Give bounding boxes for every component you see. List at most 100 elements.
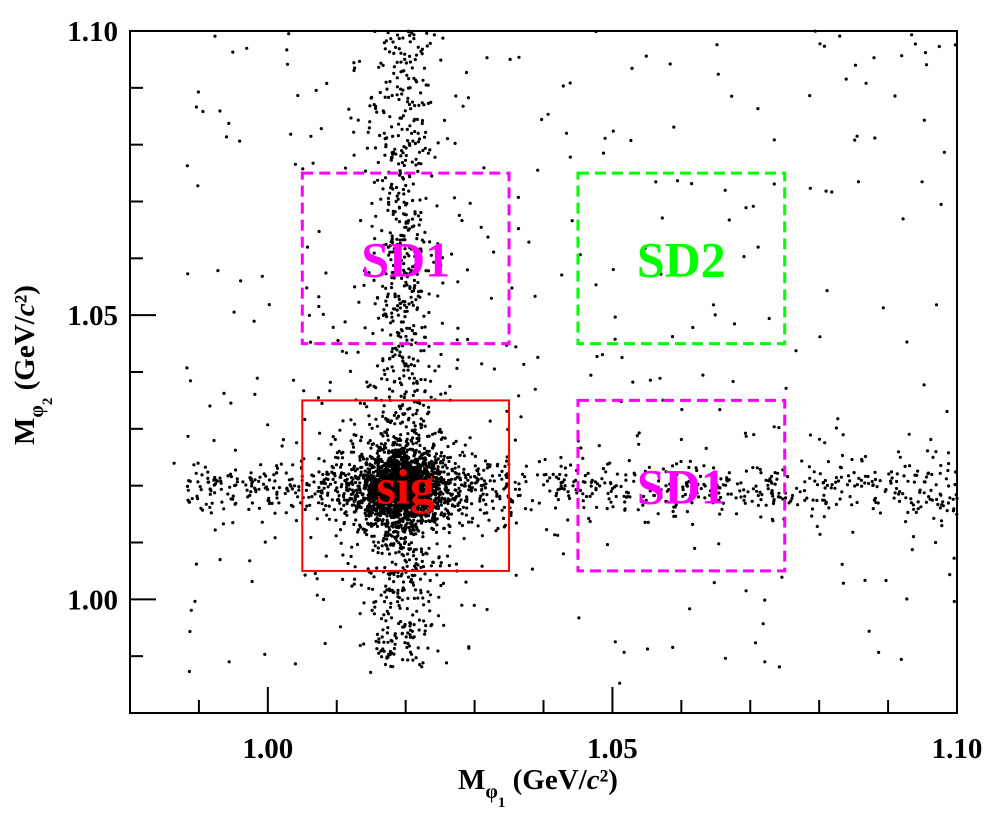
data-point bbox=[450, 503, 455, 507]
data-point bbox=[715, 43, 719, 47]
data-point bbox=[364, 461, 368, 465]
data-point bbox=[818, 335, 822, 339]
data-point bbox=[903, 464, 907, 468]
data-point bbox=[250, 501, 254, 505]
data-point bbox=[382, 41, 386, 45]
data-point bbox=[823, 486, 827, 490]
data-point bbox=[813, 479, 817, 483]
data-point bbox=[410, 439, 414, 443]
data-point bbox=[393, 479, 397, 483]
data-point bbox=[322, 459, 326, 463]
data-point bbox=[452, 196, 457, 200]
data-point bbox=[553, 506, 558, 510]
data-point bbox=[405, 482, 409, 486]
data-point bbox=[285, 62, 290, 66]
data-point bbox=[413, 573, 417, 577]
data-point bbox=[397, 257, 401, 262]
data-point bbox=[234, 501, 238, 505]
data-point bbox=[414, 157, 418, 161]
data-point bbox=[294, 519, 298, 523]
data-point bbox=[412, 324, 416, 328]
data-point bbox=[514, 573, 518, 577]
data-point bbox=[808, 433, 813, 437]
data-point bbox=[338, 625, 342, 629]
data-point bbox=[460, 512, 464, 516]
data-point bbox=[317, 485, 321, 490]
data-point bbox=[448, 544, 452, 548]
data-point bbox=[402, 368, 406, 372]
data-point bbox=[352, 499, 356, 503]
data-point bbox=[390, 449, 394, 453]
data-point bbox=[911, 535, 916, 539]
data-point bbox=[396, 533, 400, 538]
data-point bbox=[517, 482, 521, 486]
data-point bbox=[396, 464, 400, 468]
data-point bbox=[454, 439, 458, 443]
data-point bbox=[415, 233, 419, 237]
data-point bbox=[353, 474, 357, 478]
data-point bbox=[426, 590, 430, 594]
data-point bbox=[628, 495, 632, 499]
data-point bbox=[403, 622, 407, 627]
data-point bbox=[671, 509, 675, 514]
data-point bbox=[470, 502, 474, 506]
data-point bbox=[377, 478, 381, 483]
data-point bbox=[431, 506, 435, 510]
data-point bbox=[426, 101, 431, 105]
data-point bbox=[293, 162, 297, 166]
data-point bbox=[636, 508, 640, 512]
data-point bbox=[212, 438, 216, 443]
data-point bbox=[403, 315, 407, 319]
data-point bbox=[325, 513, 329, 517]
data-point bbox=[763, 598, 767, 602]
data-point bbox=[369, 571, 373, 575]
data-point bbox=[385, 514, 389, 518]
data-point bbox=[385, 428, 389, 432]
data-point bbox=[340, 456, 345, 460]
data-point bbox=[355, 542, 360, 547]
data-point bbox=[486, 235, 490, 239]
data-point bbox=[408, 447, 412, 451]
data-point bbox=[672, 125, 676, 129]
data-point bbox=[731, 379, 735, 384]
data-point bbox=[716, 72, 720, 76]
data-point bbox=[410, 531, 414, 535]
data-point bbox=[827, 506, 831, 510]
data-point bbox=[186, 272, 190, 276]
data-point bbox=[412, 33, 416, 37]
data-point bbox=[343, 166, 348, 170]
data-point bbox=[751, 487, 756, 491]
data-point bbox=[428, 240, 432, 244]
data-point bbox=[415, 483, 419, 487]
data-point bbox=[364, 528, 368, 532]
data-point bbox=[397, 191, 401, 195]
data-point bbox=[321, 472, 325, 477]
data-point bbox=[399, 543, 403, 547]
data-point bbox=[817, 437, 822, 441]
data-point bbox=[540, 117, 544, 122]
data-point bbox=[370, 608, 374, 613]
data-point bbox=[384, 312, 388, 316]
data-point bbox=[939, 463, 943, 468]
data-point bbox=[770, 491, 774, 495]
data-point bbox=[514, 345, 518, 349]
data-point bbox=[373, 476, 377, 481]
data-point bbox=[433, 482, 437, 486]
data-point bbox=[906, 510, 910, 515]
data-point bbox=[406, 552, 410, 556]
data-point bbox=[417, 223, 421, 227]
data-point bbox=[305, 245, 310, 249]
data-point bbox=[609, 482, 613, 486]
data-point bbox=[427, 488, 431, 492]
data-point bbox=[397, 344, 401, 348]
data-point bbox=[853, 63, 858, 67]
data-point bbox=[644, 498, 648, 502]
data-point bbox=[811, 498, 815, 502]
data-point bbox=[402, 554, 406, 558]
data-point bbox=[379, 197, 383, 201]
data-point bbox=[203, 465, 207, 469]
data-point bbox=[331, 325, 335, 329]
data-point bbox=[860, 484, 864, 488]
data-point bbox=[442, 623, 446, 628]
data-point bbox=[398, 241, 402, 245]
